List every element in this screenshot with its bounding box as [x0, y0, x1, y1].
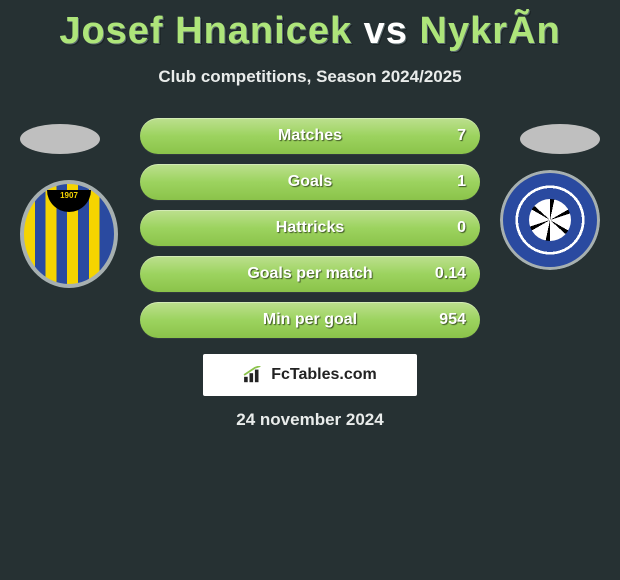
page-title: Josef Hnanicek vs NykrÃ­n — [0, 0, 620, 53]
slovan-crest-icon — [500, 170, 600, 270]
stat-value-right: 7 — [457, 127, 466, 145]
stat-label: Min per goal — [263, 311, 357, 329]
vs-word: vs — [364, 10, 408, 52]
stat-label: Goals — [288, 173, 332, 191]
stat-value-right: 0 — [457, 219, 466, 237]
stat-row-goals: Goals 1 — [140, 164, 480, 200]
opava-crest-icon — [20, 180, 118, 288]
stat-row-hattricks: Hattricks 0 — [140, 210, 480, 246]
date-text: 24 november 2024 — [0, 410, 620, 430]
player2-name: NykrÃ­n — [420, 10, 561, 52]
stat-row-matches: Matches 7 — [140, 118, 480, 154]
player1-silhouette — [20, 124, 100, 154]
branding-text: FcTables.com — [271, 366, 377, 384]
stat-value-right: 954 — [439, 311, 466, 329]
stat-label: Matches — [278, 127, 342, 145]
player2-silhouette — [520, 124, 600, 154]
club2-badge-slovan — [500, 170, 600, 270]
club1-badge-opava — [20, 180, 118, 288]
stat-label: Goals per match — [247, 265, 372, 283]
player1-name: Josef Hnanicek — [59, 10, 352, 52]
stat-row-min-per-goal: Min per goal 954 — [140, 302, 480, 338]
bar-chart-icon — [243, 366, 265, 384]
stat-value-right: 1 — [457, 173, 466, 191]
stat-label: Hattricks — [276, 219, 344, 237]
subtitle: Club competitions, Season 2024/2025 — [0, 67, 620, 87]
stat-row-goals-per-match: Goals per match 0.14 — [140, 256, 480, 292]
stat-value-right: 0.14 — [435, 265, 466, 283]
stats-panel: Matches 7 Goals 1 Hattricks 0 Goals per … — [140, 118, 480, 348]
branding-badge[interactable]: FcTables.com — [203, 354, 417, 396]
